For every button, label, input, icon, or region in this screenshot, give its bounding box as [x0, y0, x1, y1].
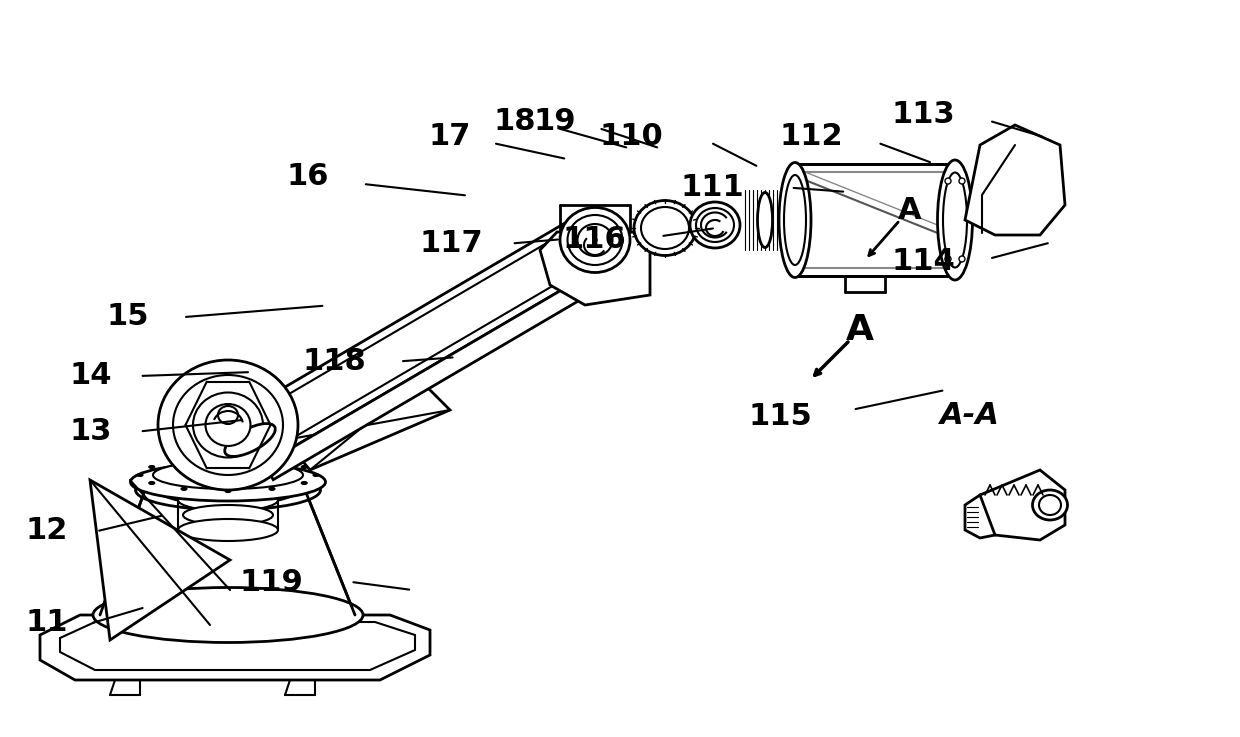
- Ellipse shape: [193, 393, 263, 458]
- Ellipse shape: [184, 505, 273, 525]
- Ellipse shape: [224, 458, 231, 461]
- Ellipse shape: [1033, 490, 1068, 520]
- Text: 13: 13: [69, 416, 112, 446]
- Text: 117: 117: [420, 228, 484, 258]
- Polygon shape: [100, 490, 355, 615]
- Text: 12: 12: [26, 516, 68, 545]
- Polygon shape: [236, 211, 614, 464]
- Polygon shape: [965, 495, 994, 538]
- Polygon shape: [91, 480, 229, 640]
- Text: 16: 16: [286, 162, 329, 192]
- Ellipse shape: [224, 489, 231, 492]
- Ellipse shape: [1039, 495, 1061, 515]
- Ellipse shape: [942, 172, 967, 268]
- Ellipse shape: [312, 473, 319, 477]
- Ellipse shape: [758, 192, 773, 248]
- Text: 113: 113: [892, 99, 955, 129]
- Polygon shape: [60, 622, 415, 670]
- Ellipse shape: [560, 208, 630, 273]
- Ellipse shape: [784, 175, 806, 265]
- Polygon shape: [40, 615, 430, 680]
- Text: 119: 119: [239, 567, 304, 597]
- Ellipse shape: [593, 238, 596, 242]
- Ellipse shape: [179, 519, 278, 541]
- Ellipse shape: [130, 463, 325, 501]
- Polygon shape: [285, 380, 450, 470]
- Ellipse shape: [689, 202, 740, 248]
- Ellipse shape: [149, 481, 155, 484]
- Ellipse shape: [157, 360, 298, 490]
- Ellipse shape: [149, 466, 155, 469]
- Ellipse shape: [945, 256, 951, 262]
- Text: 114: 114: [892, 247, 955, 276]
- Text: 15: 15: [107, 302, 149, 332]
- Ellipse shape: [696, 208, 734, 242]
- Ellipse shape: [224, 424, 275, 456]
- Text: 17: 17: [429, 122, 471, 151]
- Text: 118: 118: [303, 346, 366, 376]
- Ellipse shape: [937, 160, 972, 280]
- Ellipse shape: [568, 215, 622, 265]
- Text: 18: 18: [494, 107, 536, 136]
- Ellipse shape: [181, 487, 187, 490]
- Ellipse shape: [218, 406, 238, 424]
- Ellipse shape: [215, 441, 242, 449]
- Text: 115: 115: [749, 402, 812, 431]
- Ellipse shape: [959, 256, 965, 262]
- Polygon shape: [980, 470, 1065, 540]
- Polygon shape: [795, 164, 955, 276]
- Ellipse shape: [269, 460, 275, 463]
- Ellipse shape: [135, 470, 320, 510]
- Ellipse shape: [153, 461, 303, 489]
- Text: A-A: A-A: [940, 400, 999, 430]
- Ellipse shape: [634, 200, 696, 256]
- Text: 14: 14: [69, 361, 112, 391]
- Ellipse shape: [641, 207, 689, 249]
- Polygon shape: [965, 125, 1065, 235]
- Text: 112: 112: [780, 122, 843, 151]
- Ellipse shape: [779, 162, 811, 278]
- Text: A: A: [898, 195, 921, 225]
- Text: 19: 19: [534, 107, 577, 136]
- Text: 110: 110: [600, 122, 663, 151]
- Ellipse shape: [217, 449, 239, 455]
- Ellipse shape: [269, 487, 275, 490]
- Ellipse shape: [179, 489, 278, 511]
- Ellipse shape: [959, 178, 965, 184]
- Ellipse shape: [181, 460, 187, 463]
- Ellipse shape: [206, 404, 250, 446]
- Text: 11: 11: [26, 608, 68, 638]
- Text: 116: 116: [563, 225, 626, 254]
- Ellipse shape: [301, 466, 308, 469]
- Ellipse shape: [93, 587, 363, 643]
- Ellipse shape: [945, 178, 951, 184]
- Text: 111: 111: [681, 173, 744, 203]
- Polygon shape: [539, 232, 650, 305]
- Ellipse shape: [301, 481, 308, 484]
- Ellipse shape: [136, 473, 143, 477]
- Ellipse shape: [578, 224, 613, 256]
- Ellipse shape: [157, 475, 298, 505]
- Polygon shape: [264, 259, 624, 480]
- Text: A: A: [846, 313, 874, 347]
- Ellipse shape: [174, 375, 283, 475]
